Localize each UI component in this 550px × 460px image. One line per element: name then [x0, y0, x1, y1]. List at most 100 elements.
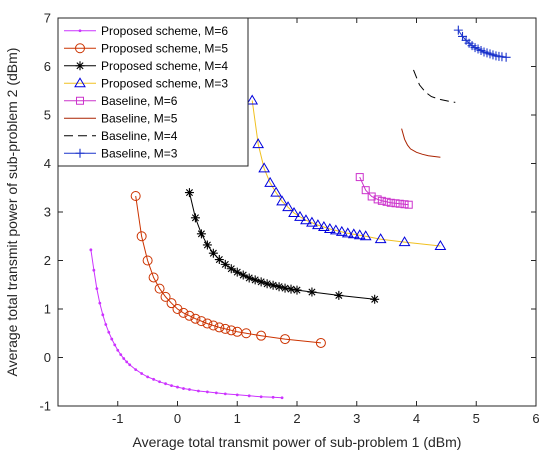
legend-label: Proposed scheme, M=3: [101, 76, 228, 90]
ticks-layer: -1 0 1 2 3 4 5 6 -1 0 1 2 3 4 5 6 7: [39, 11, 539, 427]
series-2-point-14: [208, 320, 219, 331]
series-1-point-28: [223, 392, 227, 396]
series-4-point-19: [353, 229, 366, 240]
series-1-point-17: [146, 375, 150, 379]
y-tick-label: 7: [44, 11, 51, 26]
series-4-point-7: [282, 201, 294, 212]
series-3-point-18: [286, 284, 296, 294]
series-1-point-27: [214, 391, 218, 395]
series-2-point-16: [220, 323, 231, 334]
legend-entry-3: Proposed scheme, M=4: [64, 59, 228, 73]
legend-label: Baseline, M=6: [101, 94, 178, 108]
series-2-point-20: [256, 330, 267, 341]
series-1-point-32: [271, 395, 275, 399]
series-2-point-13: [202, 318, 213, 329]
series-5-point-4: [373, 195, 382, 204]
series-1-point-9: [113, 343, 117, 347]
series-4: [246, 94, 447, 250]
series-5-point-7: [386, 198, 395, 207]
series-5-point-9: [395, 199, 404, 208]
series-1-point-18: [152, 377, 156, 381]
series-2-point-10: [184, 310, 195, 321]
legend-marker: [76, 96, 84, 105]
series-5-point-3: [367, 192, 376, 201]
series-1-point-14: [128, 363, 132, 367]
series-1-point-13: [125, 360, 129, 364]
series-4-point-18: [347, 228, 360, 239]
series-3-point-21: [334, 290, 344, 300]
series-5-point-8: [391, 199, 400, 208]
x-tick-label: 1: [234, 411, 241, 426]
series-4-point-10: [300, 214, 312, 225]
series-3-point-12: [250, 275, 260, 285]
legend-entry-8: Baseline, M=3: [64, 146, 178, 160]
series-1-point-2: [92, 268, 96, 272]
series-8-point-1: [453, 25, 463, 35]
series-4-point-2: [252, 138, 265, 149]
series-4-point-4: [264, 176, 276, 187]
series-4-point-20: [359, 230, 372, 241]
series-8-point-2: [458, 31, 468, 41]
legend-box: [57, 17, 249, 167]
legend-entry-6: Baseline, M=5: [64, 111, 178, 125]
series-3-point-4: [202, 240, 212, 250]
x-axis-label: Average total transmit power of sub-prob…: [133, 434, 462, 450]
x-tick-label: 5: [473, 411, 480, 426]
y-tick-label: 4: [44, 156, 51, 171]
series-3-point-15: [268, 280, 278, 290]
series-4-point-21: [374, 233, 387, 244]
series-6: [401, 128, 441, 158]
series-1-point-4: [98, 301, 102, 305]
legend-marker: [75, 148, 85, 158]
y-tick-label: 2: [44, 253, 51, 268]
x-tick-label: 3: [353, 411, 360, 426]
series-4-point-12: [312, 219, 324, 230]
legend-label: Proposed scheme, M=4: [101, 59, 228, 73]
y-tick-label: 3: [44, 205, 51, 220]
series-1: [89, 248, 284, 400]
legend-entry-4: Proposed scheme, M=3: [64, 76, 228, 90]
series-3-point-17: [280, 283, 290, 293]
series-1-point-30: [247, 394, 251, 398]
series-3-point-10: [238, 270, 248, 280]
series-3-point-11: [244, 273, 254, 283]
series-4-point-15: [329, 224, 342, 235]
legend-entry-5: Baseline, M=6: [64, 94, 178, 108]
series-1-point-29: [235, 393, 239, 397]
series-4-point-16: [335, 225, 348, 236]
series-3-point-19: [292, 285, 302, 295]
series-2-point-21: [280, 334, 291, 345]
series-2-point-1: [130, 190, 141, 201]
series-7: [413, 69, 456, 103]
legend-marker: [78, 29, 82, 33]
series-1-point-7: [107, 330, 111, 334]
series-3-point-1: [184, 188, 194, 198]
series-1-point-20: [164, 382, 167, 386]
series-3-point-6: [214, 255, 224, 265]
series-4-point-13: [318, 221, 330, 232]
series-3-point-3: [196, 229, 206, 239]
series-1-point-26: [205, 390, 209, 394]
series-2-point-12: [196, 316, 207, 327]
legend-label: Proposed scheme, M=6: [101, 24, 228, 38]
series-4-point-11: [306, 216, 318, 227]
series-1-point-24: [188, 388, 191, 391]
series-1-point-1: [89, 248, 93, 252]
series-5-point-2: [361, 186, 370, 195]
series-2-point-22: [315, 337, 326, 348]
series-1-point-16: [140, 372, 144, 375]
series-2-point-2: [136, 231, 147, 242]
series-5-point-5: [377, 196, 386, 205]
series-2-point-9: [178, 307, 189, 318]
series-3-point-14: [262, 279, 272, 289]
series-1-point-22: [176, 385, 179, 389]
x-tick-label: -1: [112, 411, 124, 426]
series-4-point-17: [341, 227, 354, 238]
series-3-point-16: [274, 282, 284, 292]
series-3-point-13: [256, 277, 266, 287]
legend-label: Baseline, M=4: [101, 129, 178, 143]
y-tick-label: 6: [44, 59, 51, 74]
series-4-point-1: [246, 94, 259, 105]
series-2-point-17: [226, 325, 237, 336]
series-1-point-23: [182, 387, 185, 390]
